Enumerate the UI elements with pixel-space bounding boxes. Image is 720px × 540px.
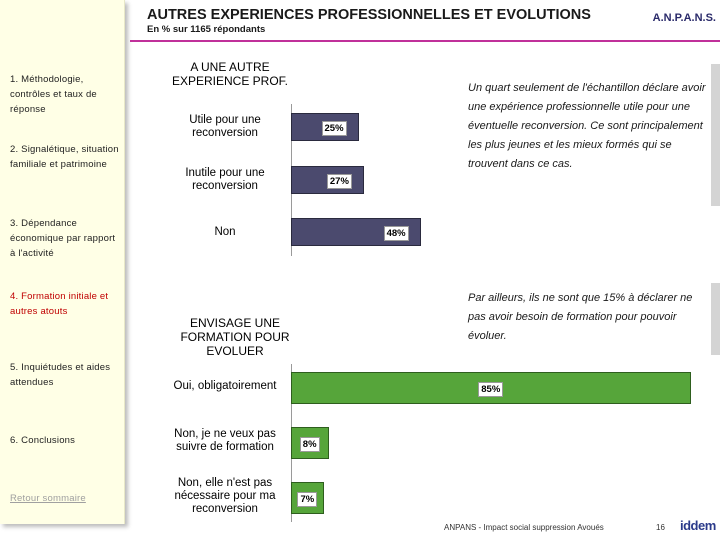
category-label: Utile pour une reconversion [189, 114, 261, 139]
sidebar: 1. Méthodologie, contrôles et taux de ré… [0, 0, 125, 524]
category-label: Non [214, 225, 236, 238]
title: AUTRES EXPERIENCES PROFESSIONNELLES ET E… [147, 7, 591, 23]
nav-item[interactable]: 4. Formation initiale et autres atouts [10, 291, 109, 317]
nav-item[interactable]: 5. Inquiétudes et aides attendues [10, 362, 111, 388]
chart-title: A UNE AUTRE EXPERIENCE PROF. [171, 60, 289, 88]
nav-item[interactable]: 2. Signalétique, situation familiale et … [10, 144, 119, 170]
category-label: Oui, obligatoirement [173, 379, 277, 392]
nav-item[interactable]: 6. Conclusions [10, 435, 76, 446]
value-label: 48% [383, 226, 409, 241]
note: Par ailleurs, ils ne sont que 15% à décl… [468, 292, 693, 342]
subtitle: En % sur 1165 répondants [147, 24, 266, 35]
logo: iddem [680, 518, 716, 533]
category-label: Non, je ne veux pas suivre de formation [174, 428, 276, 453]
edge-tab [711, 64, 720, 206]
chart-title: ENVISAGE UNE FORMATION POUR EVOLUER [180, 316, 290, 358]
nav-link[interactable]: Retour sommaire [10, 493, 86, 504]
value-label: 25% [321, 121, 347, 136]
category-label: Non, elle n'est pas nécessaire pour ma r… [174, 476, 276, 515]
nav-item[interactable]: 1. Méthodologie, contrôles et taux de ré… [10, 74, 97, 115]
nav-item[interactable]: 3. Dépendance économique par rapport à l… [10, 218, 116, 259]
brand: A.N.P.A.N.S. [652, 12, 716, 24]
page-number: 16 [656, 523, 665, 532]
header-rule [130, 40, 720, 42]
edge-tab [711, 283, 720, 355]
note: Un quart seulement de l'échantillon décl… [468, 82, 706, 170]
footer-text: ANPANS - Impact social suppression Avoué… [444, 523, 604, 532]
value-label: 27% [326, 174, 352, 189]
value-label: 7% [297, 492, 318, 507]
category-label: Inutile pour une reconversion [185, 167, 265, 192]
value-label: 8% [299, 437, 320, 452]
value-label: 85% [478, 382, 504, 397]
